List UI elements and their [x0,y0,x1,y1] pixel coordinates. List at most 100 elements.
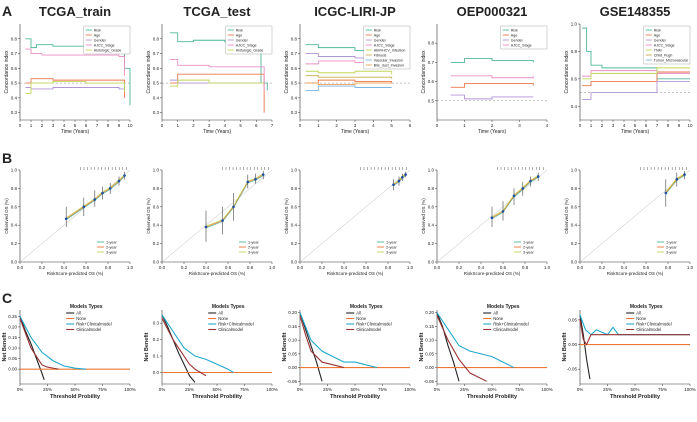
c-plot-x-tick-label: 0% [434,387,441,392]
panel-label-b: B [2,150,12,166]
b-legend-label: 1-year [523,241,534,245]
c-legend-label: Risk+Clinicalmodel [636,322,672,327]
c-x-axis-title: Threshold Probility [610,394,661,400]
c-plot-y-tick-label: 0.00 [8,367,17,372]
b-y-axis-title: Observed OS (%) [421,198,426,234]
b-plot-y-tick-label: 1.0 [571,168,578,173]
b-point [64,217,68,221]
b-plot-x-tick-label: 0.4 [341,265,348,270]
b-plot-x-tick-label: 0.6 [225,265,232,270]
c-plot-y-tick-label: 0.15 [8,335,17,340]
c-legend-title: Models Types [212,304,245,310]
c-plot-y-tick-label: 0.15 [425,324,434,329]
b-x-axis-title: RiskScore-predicted OS (%) [47,271,104,276]
c-legend-title: Models Types [630,304,663,310]
b-point [221,219,224,222]
c-plot-x-tick-label: 0% [159,387,166,392]
a-plot-x-tick-label: 7 [271,123,274,128]
b-point [490,216,494,220]
a-legend-label: AJCC_Stage [511,44,532,48]
a-legend-label: Bile_duct_Invasion [374,64,404,68]
c-legend-label: Risk+Clinicalmodel [493,322,529,327]
column-title: TCGA_test [183,4,251,19]
a-legend-label: AJCC_Stage [94,44,115,48]
a-plot-x-tick-label: 4 [623,123,626,128]
column-title: OEP000321 [457,4,528,19]
c-plot-x-tick-label: 50% [70,387,79,392]
a-plot-y-tick-label: 0.8 [291,36,298,41]
b-plot-x-tick-label: 0.4 [203,265,210,270]
panel-label-a: A [2,3,12,19]
a-plot-x-tick-label: 6 [645,123,648,128]
a-series-line [450,83,534,88]
c-plot-x-tick-label: 100% [266,387,278,392]
a-plot-y-tick-label: 0.5 [291,81,298,86]
c-plot-y-tick-label: 0.25 [8,314,17,319]
c-legend-label: Clinicalmodel [76,327,101,332]
a-plot-x-tick-label: 2 [41,123,44,128]
b-plot-x-tick-label: 0.6 [500,265,507,270]
a-plot-x-tick-label: 3 [612,123,615,128]
a-series-line [25,48,125,76]
a-legend-label: Tumor_Microvascular [654,59,689,63]
c-plot-y-tick-label: 0.05 [568,317,577,322]
c-plot-y-tick-label: 0.0 [153,370,160,375]
b-plot-x-tick-label: 0.6 [363,265,370,270]
b-y-axis-title: Observed OS (%) [564,198,569,234]
b-plot-x-tick-label: 0.8 [385,265,392,270]
b-plot-x-tick-label: 0.2 [319,265,326,270]
a-plot-x-tick-label: 5 [634,123,637,128]
c-legend-label: Clinicalmodel [218,327,243,332]
c-legend-label: All [493,311,498,316]
c-plot-y-tick-label: -0.05 [567,367,578,372]
b-legend-label: 3-year [106,251,117,255]
c-plot-x-tick-label: 75% [515,387,524,392]
b-plot-y-tick-label: 0.8 [153,186,160,191]
b-point [397,179,401,183]
a-plot-x-tick-label: 0 [299,123,302,128]
a-series-line [305,85,392,91]
b-plot-y-tick-label: 0.0 [11,260,18,265]
c-plot-y-tick-label: 0.3 [153,321,160,326]
c-y-axis-title: Net Benefit [144,332,150,361]
c-legend-title: Models Types [70,304,103,310]
a-plot-y-tick-label: 0.6 [11,66,18,71]
c-plot-y-tick-label: 0.00 [425,365,434,370]
a-plot-y-tick-label: 0.5 [428,98,435,103]
a-plot-x-tick-label: 3 [354,123,357,128]
b-plot-y-tick-label: 0.8 [428,186,435,191]
a-plot-x-tick-label: 6 [85,123,88,128]
b-point [529,179,532,183]
b-plot-y-tick-label: 0.6 [571,204,578,209]
a-plot-x-tick-label: 8 [667,123,670,128]
c-plot-x-tick-label: 50% [212,387,221,392]
b-plot-y-tick-label: 0.6 [11,204,18,209]
b-plot-x-tick-label: 1.0 [544,265,551,270]
column-title: ICGC-LIRI-JP [314,4,396,19]
b-plot-x-tick-label: 0.2 [456,265,463,270]
c-series-line [161,317,207,377]
b-point [392,183,395,187]
c-plot-y-tick-label: 0.10 [288,338,297,343]
c-legend-label: All [636,311,641,316]
b-x-axis-title: RiskScore-predicted OS (%) [327,271,384,276]
c-legend-label: None [493,316,504,321]
b-point [664,191,668,195]
c-y-axis-title: Net Benefit [562,332,568,361]
b-plot-x-tick-label: 0.2 [181,265,188,270]
b-plot-x-tick-label: 0.0 [577,265,584,270]
a-legend-label: TNM [654,49,662,53]
a-plot-y-tick-label: 0.8 [428,41,435,46]
b-plot-x-tick-label: 0.6 [83,265,90,270]
a-plot-y-tick-label: 1.0 [571,22,578,27]
b-diagonal-line [299,169,411,263]
a-y-axis-title: Concordance index [146,50,152,94]
b-point [101,191,104,195]
c-plot-y-tick-label: 0.20 [425,310,434,315]
b-point [232,205,235,209]
a-plot-y-tick-label: 0.8 [571,49,578,54]
a-legend-label: Vascular_Invasion [374,59,403,63]
b-x-axis-title: RiskScore-predicted OS (%) [607,271,664,276]
c-plot-x-tick-label: 50% [350,387,359,392]
